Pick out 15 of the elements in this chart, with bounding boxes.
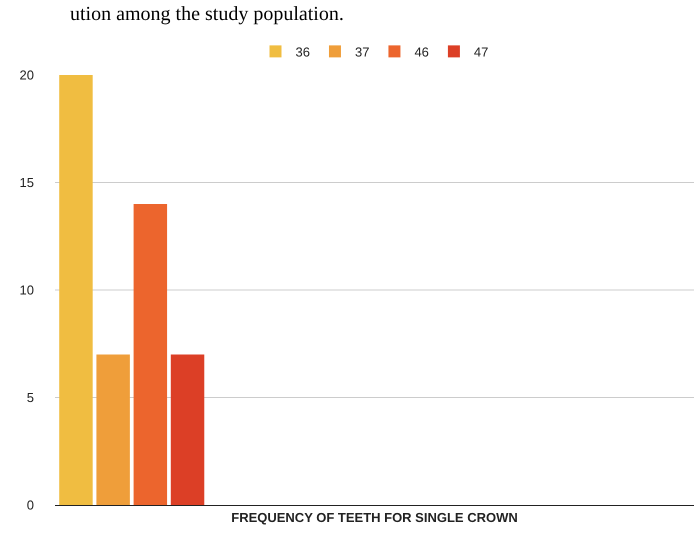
y-tick-label: 10 xyxy=(20,282,34,298)
y-tick-label: 5 xyxy=(26,390,34,406)
bar xyxy=(134,204,168,505)
y-tick-label: 0 xyxy=(26,498,34,513)
bar xyxy=(170,354,204,505)
legend-label: 46 xyxy=(414,44,429,60)
y-tick-label: 15 xyxy=(20,175,34,190)
bar xyxy=(59,75,93,505)
text: ution among the study population. xyxy=(70,3,344,25)
bar xyxy=(96,354,130,505)
y-tick-label: 20 xyxy=(20,68,34,83)
x-axis-title: FREQUENCY OF TEETH FOR SINGLE CROWN xyxy=(231,510,518,526)
legend-label: 37 xyxy=(354,44,370,60)
legend-label: 36 xyxy=(296,44,310,60)
legend-label: 47 xyxy=(474,44,488,60)
